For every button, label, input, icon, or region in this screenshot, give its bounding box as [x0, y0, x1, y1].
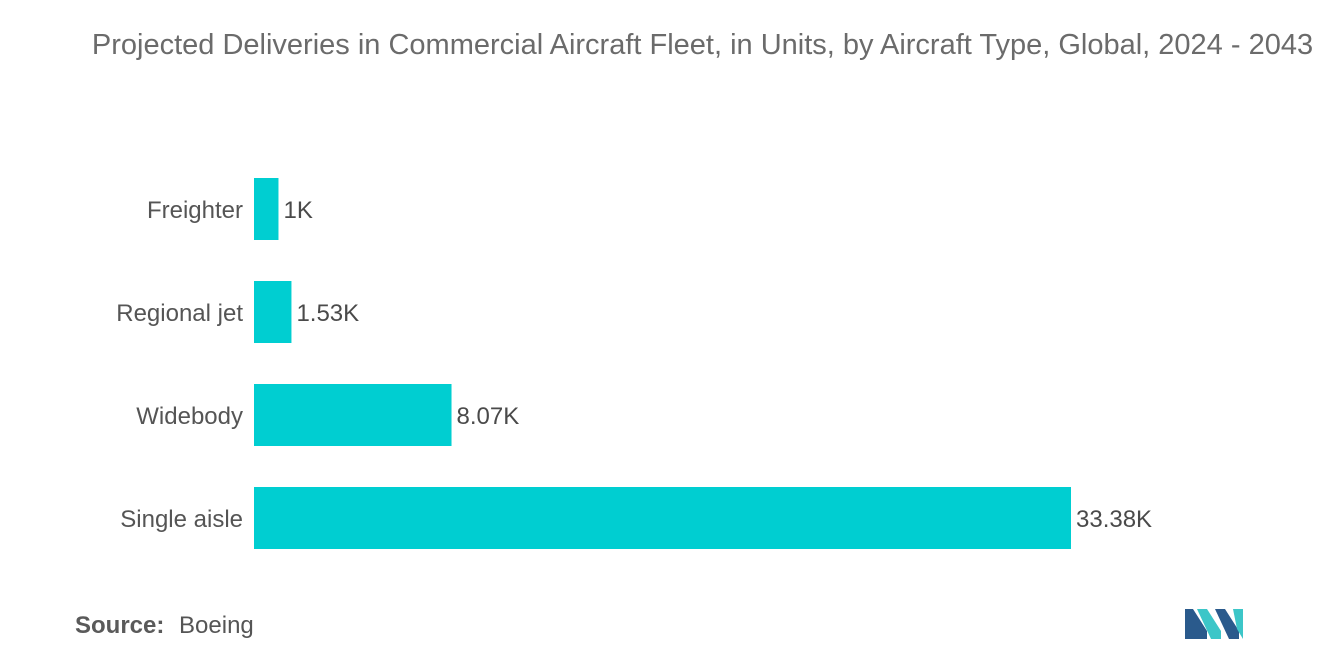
value-label: 1.53K [296, 300, 359, 327]
source-label: Source: [75, 612, 165, 639]
category-label: Freighter [147, 197, 243, 224]
bar-single-aisle [254, 487, 1071, 549]
bar-regional-jet [254, 281, 292, 343]
bar-freighter [254, 178, 279, 240]
chart-title: Projected Deliveries in Commercial Aircr… [91, 29, 1314, 61]
value-label: 8.07K [457, 403, 520, 430]
category-label: Single aisle [120, 506, 243, 533]
bar-chart: Freighter 1K Regional jet 1.53K Widebody 8.07… [116, 178, 1152, 549]
value-label: 1K [283, 197, 312, 224]
category-label: Widebody [136, 403, 243, 430]
brand-logo-icon [1185, 609, 1243, 639]
bar-widebody [254, 384, 452, 446]
category-label: Regional jet [116, 300, 243, 327]
value-label: 33.38K [1076, 506, 1152, 533]
source-value: Boeing [179, 612, 254, 639]
source-line: Source: Boeing [75, 612, 254, 640]
